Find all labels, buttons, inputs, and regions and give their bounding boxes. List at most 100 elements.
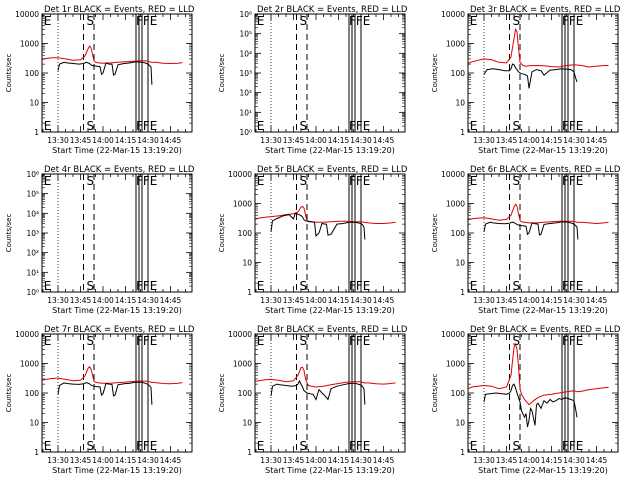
x-tick-label: 13:45 <box>70 456 92 465</box>
x-tick-label: 13:45 <box>70 296 92 305</box>
y-tick-label: 10⁵ <box>26 190 39 199</box>
y-axis-title: Counts/sec <box>431 214 439 253</box>
y-tick-label: 10⁶ <box>26 170 39 179</box>
event-marker-e-bottom: E <box>257 439 265 453</box>
x-tick-label: 14:45 <box>160 296 182 305</box>
x-tick-label: 14:15 <box>541 296 563 305</box>
panel-det-1r: Det 1r BLACK = Events, RED = LLDEESSFFEF… <box>5 5 195 155</box>
y-tick-label: 1 <box>34 448 39 457</box>
panel-title: Det 1r BLACK = Events, RED = LLD <box>44 5 195 15</box>
y-tick-label: 1000 <box>20 40 39 49</box>
event-marker-e-top: E <box>257 334 265 348</box>
y-tick-label: 1 <box>247 448 252 457</box>
event-marker-s-bottom: S <box>87 439 95 453</box>
y-tick-label: 1000 <box>20 360 39 369</box>
event-marker-e-top: E <box>470 334 478 348</box>
event-marker-e-bottom: E <box>470 439 478 453</box>
series-line-lld <box>41 45 183 65</box>
y-tick-label: 100 <box>451 229 466 238</box>
x-axis-title: Start Time (22-Mar-15 13:19:20) <box>52 306 182 315</box>
x-tick-label: 13:45 <box>496 136 518 145</box>
series-line-lld <box>467 342 609 406</box>
x-tick-label: 14:30 <box>563 456 585 465</box>
event-marker-ffe-top: FFE <box>136 334 157 348</box>
y-tick-label: 10 <box>242 419 252 428</box>
y-tick-label: 100 <box>451 69 466 78</box>
y-tick-label: 100 <box>25 389 40 398</box>
y-tick-label: 1 <box>247 288 252 297</box>
y-tick-label: 10³ <box>239 69 252 78</box>
x-axis-title: Start Time (22-Mar-15 13:19:20) <box>478 146 608 155</box>
y-tick-label: 10000 <box>441 170 465 179</box>
y-tick-label: 10 <box>242 259 252 268</box>
y-tick-label: 1000 <box>446 200 465 209</box>
event-marker-ffe-top: FFE <box>349 14 370 28</box>
event-marker-s-top: S <box>87 14 95 28</box>
event-marker-e-top: E <box>470 14 478 28</box>
panel-det-3r: Det 3r BLACK = Events, RED = LLDEESSFFEF… <box>431 5 621 155</box>
event-marker-s-bottom: S <box>513 439 521 453</box>
plot-frame <box>41 13 193 133</box>
panel-det-4r: Det 4r BLACK = Events, RED = LLDEESSFFEF… <box>5 165 195 315</box>
event-marker-e-top: E <box>44 14 52 28</box>
event-marker-e-bottom: E <box>44 439 52 453</box>
x-tick-label: 14:00 <box>518 456 540 465</box>
y-tick-label: 10⁵ <box>239 30 252 39</box>
y-axis-title: Counts/sec <box>218 374 226 413</box>
event-marker-s-top: S <box>87 334 95 348</box>
x-tick-label: 14:15 <box>328 456 350 465</box>
y-tick-label: 1000 <box>233 200 252 209</box>
event-marker-s-top: S <box>87 174 95 188</box>
y-tick-label: 10000 <box>228 330 252 339</box>
x-tick-label: 13:30 <box>473 456 495 465</box>
event-marker-ffe-bottom: FFE <box>136 119 157 133</box>
x-tick-label: 13:45 <box>283 296 305 305</box>
x-tick-label: 13:45 <box>283 456 305 465</box>
series-line-events <box>483 221 579 240</box>
y-tick-label: 1000 <box>233 360 252 369</box>
series-line-lld <box>254 366 396 388</box>
y-tick-label: 100 <box>238 229 253 238</box>
event-marker-ffe-top: FFE <box>136 14 157 28</box>
event-marker-ffe-top: FFE <box>349 334 370 348</box>
panel-title: Det 2r BLACK = Events, RED = LLD <box>257 5 408 15</box>
x-tick-label: 14:00 <box>305 136 327 145</box>
x-tick-label: 14:00 <box>92 136 114 145</box>
y-axis-title: Counts/sec <box>431 54 439 93</box>
y-tick-label: 1000 <box>446 40 465 49</box>
x-tick-label: 14:15 <box>541 136 563 145</box>
x-tick-label: 13:45 <box>496 296 518 305</box>
x-axis-title: Start Time (22-Mar-15 13:19:20) <box>265 146 395 155</box>
event-marker-e-bottom: E <box>470 119 478 133</box>
event-marker-e-bottom: E <box>44 119 52 133</box>
y-tick-label: 10² <box>26 249 39 258</box>
event-marker-s-bottom: S <box>513 279 521 293</box>
x-tick-label: 13:45 <box>70 136 92 145</box>
series-line-lld <box>467 28 609 68</box>
y-tick-label: 10² <box>239 89 252 98</box>
event-marker-s-bottom: S <box>300 439 308 453</box>
x-axis-title: Start Time (22-Mar-15 13:19:20) <box>265 466 395 475</box>
y-tick-label: 10 <box>29 99 39 108</box>
panel-title: Det 7r BLACK = Events, RED = LLD <box>44 325 195 335</box>
event-marker-ffe-top: FFE <box>562 14 583 28</box>
y-tick-label: 10⁰ <box>26 288 39 297</box>
y-tick-label: 10⁶ <box>239 10 252 19</box>
x-tick-label: 14:00 <box>305 456 327 465</box>
event-marker-s-top: S <box>300 334 308 348</box>
event-marker-ffe-bottom: FFE <box>562 279 583 293</box>
event-marker-e-bottom: E <box>257 279 265 293</box>
plot-frame <box>467 173 619 293</box>
event-marker-ffe-top: FFE <box>136 174 157 188</box>
event-marker-ffe-bottom: FFE <box>136 279 157 293</box>
panel-title: Det 5r BLACK = Events, RED = LLD <box>257 165 408 175</box>
plot-frame <box>254 13 406 133</box>
x-tick-label: 13:30 <box>260 296 282 305</box>
event-marker-e-top: E <box>44 174 52 188</box>
panel-title: Det 6r BLACK = Events, RED = LLD <box>470 165 621 175</box>
event-marker-e-bottom: E <box>44 279 52 293</box>
panel-title: Det 8r BLACK = Events, RED = LLD <box>257 325 408 335</box>
x-tick-label: 14:30 <box>137 296 159 305</box>
y-tick-label: 10¹ <box>239 108 252 117</box>
